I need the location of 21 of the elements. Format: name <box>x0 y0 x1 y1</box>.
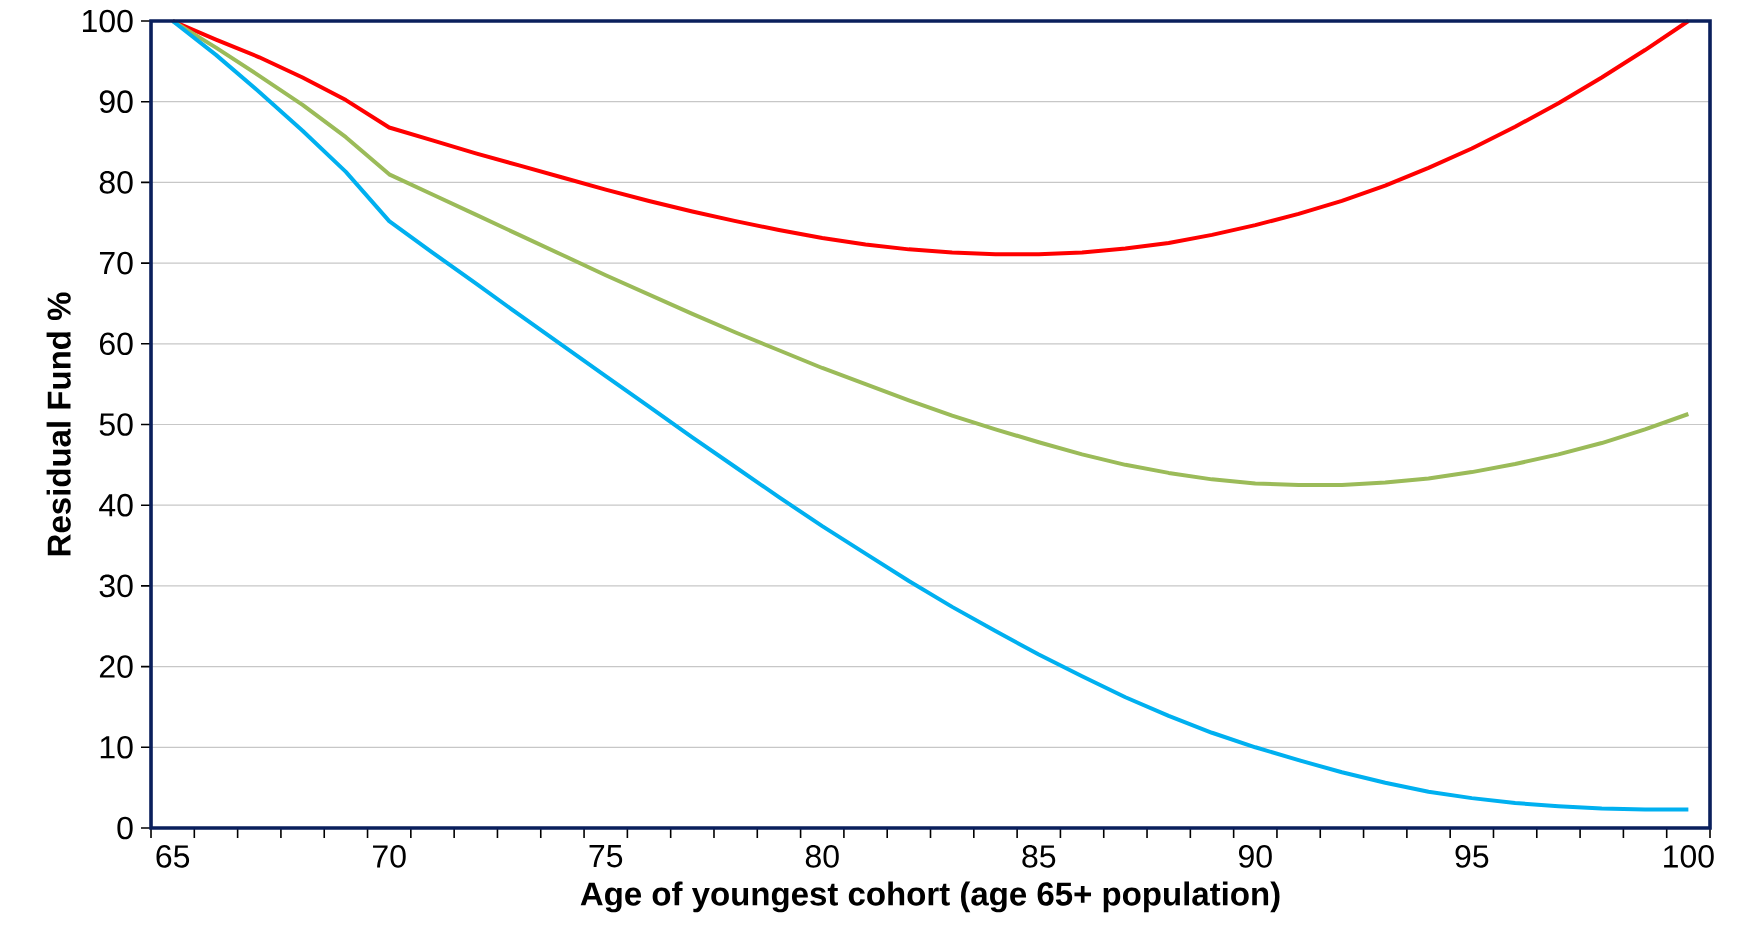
x-tick-label: 95 <box>1455 845 1489 868</box>
x-tick-label: 75 <box>589 845 623 868</box>
y-tick-label: 80 <box>99 171 133 194</box>
y-tick-label: 50 <box>99 413 133 436</box>
x-tick-label: 100 <box>1664 845 1714 868</box>
y-tick-label: 40 <box>99 493 133 517</box>
y-tick-label: 60 <box>99 332 133 356</box>
y-tick-label: 70 <box>99 251 133 275</box>
y-axis-title: Residual Fund % <box>46 292 71 556</box>
y-tick-label: 20 <box>99 655 133 678</box>
x-tick-label: 65 <box>156 845 190 868</box>
y-tick-label: 90 <box>99 90 133 114</box>
y-tick-label: 30 <box>99 574 133 598</box>
x-tick-label: 85 <box>1022 845 1056 868</box>
y-tick-label: 100 <box>83 9 133 33</box>
x-tick-label: 70 <box>373 845 406 868</box>
x-tick-label: 80 <box>805 845 839 868</box>
x-axis-title: Age of youngest cohort (age 65+ population) <box>580 881 1280 913</box>
x-tick-label: 90 <box>1239 845 1272 868</box>
y-tick-label: 0 <box>117 816 133 840</box>
y-tick-label: 10 <box>100 735 133 759</box>
